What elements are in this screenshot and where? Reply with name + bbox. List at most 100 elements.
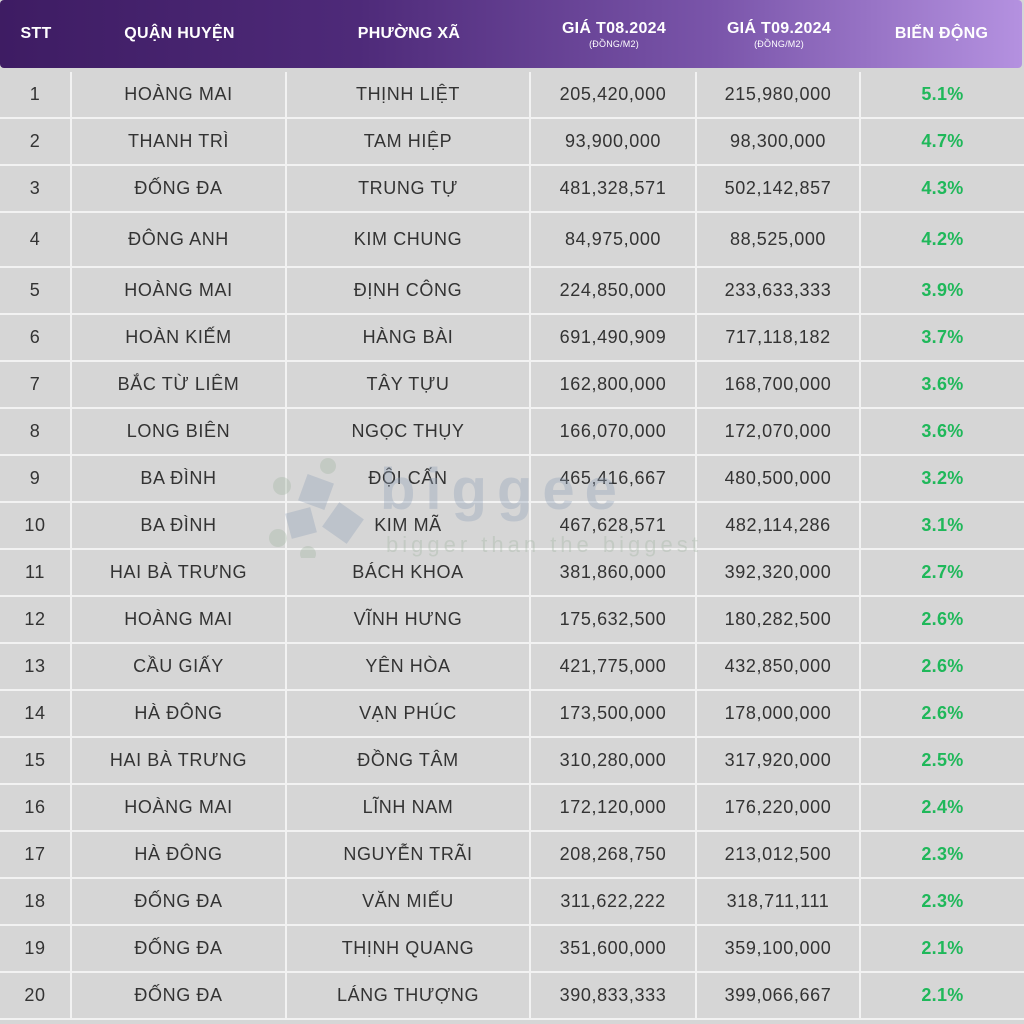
cell-price-sep-text: 359,100,000 xyxy=(724,938,832,958)
cell-price-aug: 208,268,750 xyxy=(531,832,697,877)
cell-price-aug-text: 175,632,500 xyxy=(559,609,667,629)
cell-change-text: 2.6% xyxy=(921,703,964,723)
cell-stt: 11 xyxy=(0,550,72,595)
cell-ward: TAM HIỆP xyxy=(287,119,531,164)
cell-district: HOÀN KIẾM xyxy=(72,315,287,360)
cell-district-text: ĐỐNG ĐA xyxy=(134,985,223,1005)
cell-district-text: ĐÔNG ANH xyxy=(128,229,229,249)
cell-change: 2.6% xyxy=(861,691,1024,736)
cell-stt-text: 12 xyxy=(24,609,46,629)
cell-change: 4.7% xyxy=(861,119,1024,164)
cell-change-text: 3.6% xyxy=(921,421,964,441)
table-header: STT QUẬN HUYỆN PHƯỜNG XÃ GIÁ T08.2024 (Đ… xyxy=(0,0,1022,68)
cell-ward: HÀNG BÀI xyxy=(287,315,531,360)
cell-district: THANH TRÌ xyxy=(72,119,287,164)
cell-ward: LÁNG THƯỢNG xyxy=(287,973,531,1018)
cell-change: 3.9% xyxy=(861,268,1024,313)
cell-price-aug: 465,416,667 xyxy=(531,456,697,501)
cell-change-text: 2.7% xyxy=(921,562,964,582)
cell-price-sep: 213,012,500 xyxy=(697,832,861,877)
cell-ward-text: ĐỊNH CÔNG xyxy=(353,280,463,300)
cell-district: BẮC TỪ LIÊM xyxy=(72,362,287,407)
cell-change-text: 2.6% xyxy=(921,656,964,676)
cell-ward: THỊNH QUANG xyxy=(287,926,531,971)
cell-stt: 14 xyxy=(0,691,72,736)
table-row: 6 HOÀN KIẾM HÀNG BÀI 691,490,909 717,118,182… xyxy=(0,315,1024,362)
cell-ward: VĨNH HƯNG xyxy=(287,597,531,642)
cell-district-text: THANH TRÌ xyxy=(127,131,230,151)
cell-stt: 7 xyxy=(0,362,72,407)
cell-price-aug-text: 310,280,000 xyxy=(559,750,667,770)
cell-district-text: ĐỐNG ĐA xyxy=(134,891,223,911)
cell-district: BA ĐÌNH xyxy=(72,456,287,501)
cell-stt-text: 17 xyxy=(24,844,46,864)
cell-price-aug-text: 390,833,333 xyxy=(559,985,667,1005)
cell-stt-text: 13 xyxy=(24,656,46,676)
cell-district-text: HOÀNG MAI xyxy=(124,84,233,104)
table-row: 15 HAI BÀ TRƯNG ĐỒNG TÂM 310,280,000 317,920… xyxy=(0,738,1024,785)
cell-ward-text: YÊN HÒA xyxy=(365,656,451,676)
cell-stt: 5 xyxy=(0,268,72,313)
cell-stt: 8 xyxy=(0,409,72,454)
cell-ward-text: KIM MÃ xyxy=(374,515,442,535)
cell-ward-text: THỊNH QUANG xyxy=(341,938,475,958)
cell-price-sep: 717,118,182 xyxy=(697,315,861,360)
cell-price-aug-text: 84,975,000 xyxy=(564,229,662,249)
cell-stt: 13 xyxy=(0,644,72,689)
cell-change-text: 2.1% xyxy=(921,938,964,958)
cell-ward: KIM CHUNG xyxy=(287,213,531,266)
cell-stt-text: 16 xyxy=(24,797,46,817)
cell-ward-text: VĨNH HƯNG xyxy=(353,609,463,629)
cell-change: 2.3% xyxy=(861,832,1024,877)
cell-ward: THỊNH LIỆT xyxy=(287,72,531,117)
cell-change-text: 3.6% xyxy=(921,374,964,394)
cell-stt: 17 xyxy=(0,832,72,877)
cell-ward-text: VẠN PHÚC xyxy=(359,703,457,723)
cell-stt: 10 xyxy=(0,503,72,548)
table-row: 19 ĐỐNG ĐA THỊNH QUANG 351,600,000 359,100,0… xyxy=(0,926,1024,973)
table-row: 4 ĐÔNG ANH KIM CHUNG 84,975,000 88,525,000 4.… xyxy=(0,213,1024,268)
cell-ward: NGỌC THỤY xyxy=(287,409,531,454)
cell-ward: TÂY TỰU xyxy=(287,362,531,407)
cell-change: 2.7% xyxy=(861,550,1024,595)
cell-price-sep-text: 717,118,182 xyxy=(725,327,831,347)
cell-price-aug-text: 173,500,000 xyxy=(559,703,667,723)
cell-district: HÀ ĐÔNG xyxy=(72,832,287,877)
cell-price-sep-text: 480,500,000 xyxy=(724,468,832,488)
cell-ward-text: TÂY TỰU xyxy=(366,374,450,394)
cell-stt-text: 4 xyxy=(29,229,41,249)
cell-price-sep: 172,070,000 xyxy=(697,409,861,454)
cell-ward-text: ĐỘI CẤN xyxy=(368,468,448,488)
cell-price-aug: 310,280,000 xyxy=(531,738,697,783)
cell-stt: 4 xyxy=(0,213,72,266)
cell-district-text: ĐỐNG ĐA xyxy=(134,938,223,958)
cell-price-aug-text: 465,416,667 xyxy=(559,468,667,488)
cell-stt-text: 14 xyxy=(24,703,46,723)
cell-district: BA ĐÌNH xyxy=(72,503,287,548)
cell-district: HOÀNG MAI xyxy=(72,72,287,117)
cell-stt: 20 xyxy=(0,973,72,1018)
cell-price-sep-text: 176,220,000 xyxy=(724,797,832,817)
table-row: 7 BẮC TỪ LIÊM TÂY TỰU 162,800,000 168,700,00… xyxy=(0,362,1024,409)
cell-change-text: 2.3% xyxy=(921,844,964,864)
cell-price-sep-text: 502,142,857 xyxy=(724,178,832,198)
cell-price-sep: 482,114,286 xyxy=(697,503,861,548)
cell-district-text: HAI BÀ TRƯNG xyxy=(109,750,248,770)
cell-ward: NGUYỄN TRÃI xyxy=(287,832,531,877)
cell-district-text: HOÀN KIẾM xyxy=(125,327,232,347)
cell-district: ĐÔNG ANH xyxy=(72,213,287,266)
cell-change: 2.4% xyxy=(861,785,1024,830)
header-price-aug-label: GIÁ T08.2024 xyxy=(561,19,667,37)
header-price-aug: GIÁ T08.2024 (ĐỒNG/M2) xyxy=(531,0,697,68)
cell-price-sep-text: 392,320,000 xyxy=(724,562,832,582)
header-ward-label: PHƯỜNG XÃ xyxy=(357,25,461,42)
cell-price-aug: 421,775,000 xyxy=(531,644,697,689)
cell-price-aug: 166,070,000 xyxy=(531,409,697,454)
cell-ward-text: HÀNG BÀI xyxy=(362,327,454,347)
cell-ward: VĂN MIẾU xyxy=(287,879,531,924)
cell-price-aug-text: 205,420,000 xyxy=(559,84,667,104)
table-row: 2 THANH TRÌ TAM HIỆP 93,900,000 98,300,000 4.… xyxy=(0,119,1024,166)
cell-price-sep-text: 215,980,000 xyxy=(724,84,832,104)
cell-change: 3.6% xyxy=(861,409,1024,454)
